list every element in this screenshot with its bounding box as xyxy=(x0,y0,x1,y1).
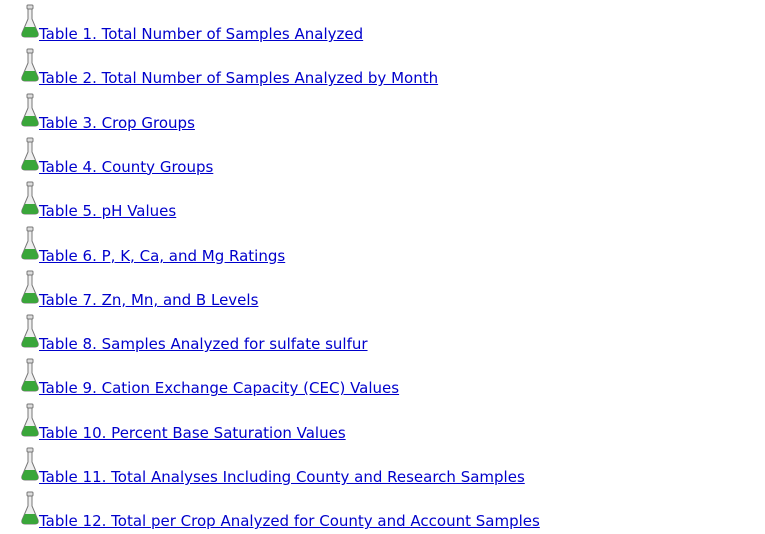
link-row: Table 6. P, K, Ca, and Mg Ratings xyxy=(0,222,765,266)
link-row: Table 4. County Groups xyxy=(0,133,765,177)
table-link[interactable]: Table 2. Total Number of Samples Analyze… xyxy=(39,69,439,88)
flask-icon xyxy=(21,137,39,171)
table-link[interactable]: Table 7. Zn, Mn, and B Levels xyxy=(39,290,259,309)
link-row: Table 2. Total Number of Samples Analyze… xyxy=(0,44,765,88)
link-row: Table 3. Crop Groups xyxy=(0,89,765,133)
table-link[interactable]: Table 9. Cation Exchange Capacity (CEC) … xyxy=(39,379,400,398)
table-link[interactable]: Table 10. Percent Base Saturation Values xyxy=(39,423,346,442)
table-link[interactable]: Table 3. Crop Groups xyxy=(39,113,195,132)
table-link[interactable]: Table 4. County Groups xyxy=(39,157,214,176)
link-row: Table 12. Total per Crop Analyzed for Co… xyxy=(0,487,765,531)
table-link[interactable]: Table 1. Total Number of Samples Analyze… xyxy=(39,25,364,43)
link-row: Table 11. Total Analyses Including Count… xyxy=(0,443,765,487)
link-row: Table 5. pH Values xyxy=(0,177,765,221)
table-link[interactable]: Table 5. pH Values xyxy=(39,202,177,221)
table-link[interactable]: Table 8. Samples Analyzed for sulfate su… xyxy=(39,335,368,354)
link-row: Table 1. Total Number of Samples Analyze… xyxy=(0,0,765,44)
link-row: Table 8. Samples Analyzed for sulfate su… xyxy=(0,310,765,354)
flask-icon xyxy=(21,48,39,82)
flask-icon xyxy=(21,4,39,38)
flask-icon xyxy=(21,314,39,348)
flask-icon xyxy=(21,181,39,215)
link-row: Table 7. Zn, Mn, and B Levels xyxy=(0,266,765,310)
table-link[interactable]: Table 12. Total per Crop Analyzed for Co… xyxy=(39,512,540,531)
flask-icon xyxy=(21,226,39,259)
table-link[interactable]: Table 6. P, K, Ca, and Mg Ratings xyxy=(39,246,286,265)
flask-icon xyxy=(21,270,39,304)
flask-icon xyxy=(21,93,39,127)
link-row: Table 9. Cation Exchange Capacity (CEC) … xyxy=(0,354,765,398)
link-row: Table 10. Percent Base Saturation Values xyxy=(0,399,765,443)
flask-icon xyxy=(21,447,39,481)
flask-icon xyxy=(21,491,39,525)
table-link[interactable]: Table 11. Total Analyses Including Count… xyxy=(39,468,525,486)
flask-icon xyxy=(21,358,39,392)
flask-icon xyxy=(21,403,39,437)
